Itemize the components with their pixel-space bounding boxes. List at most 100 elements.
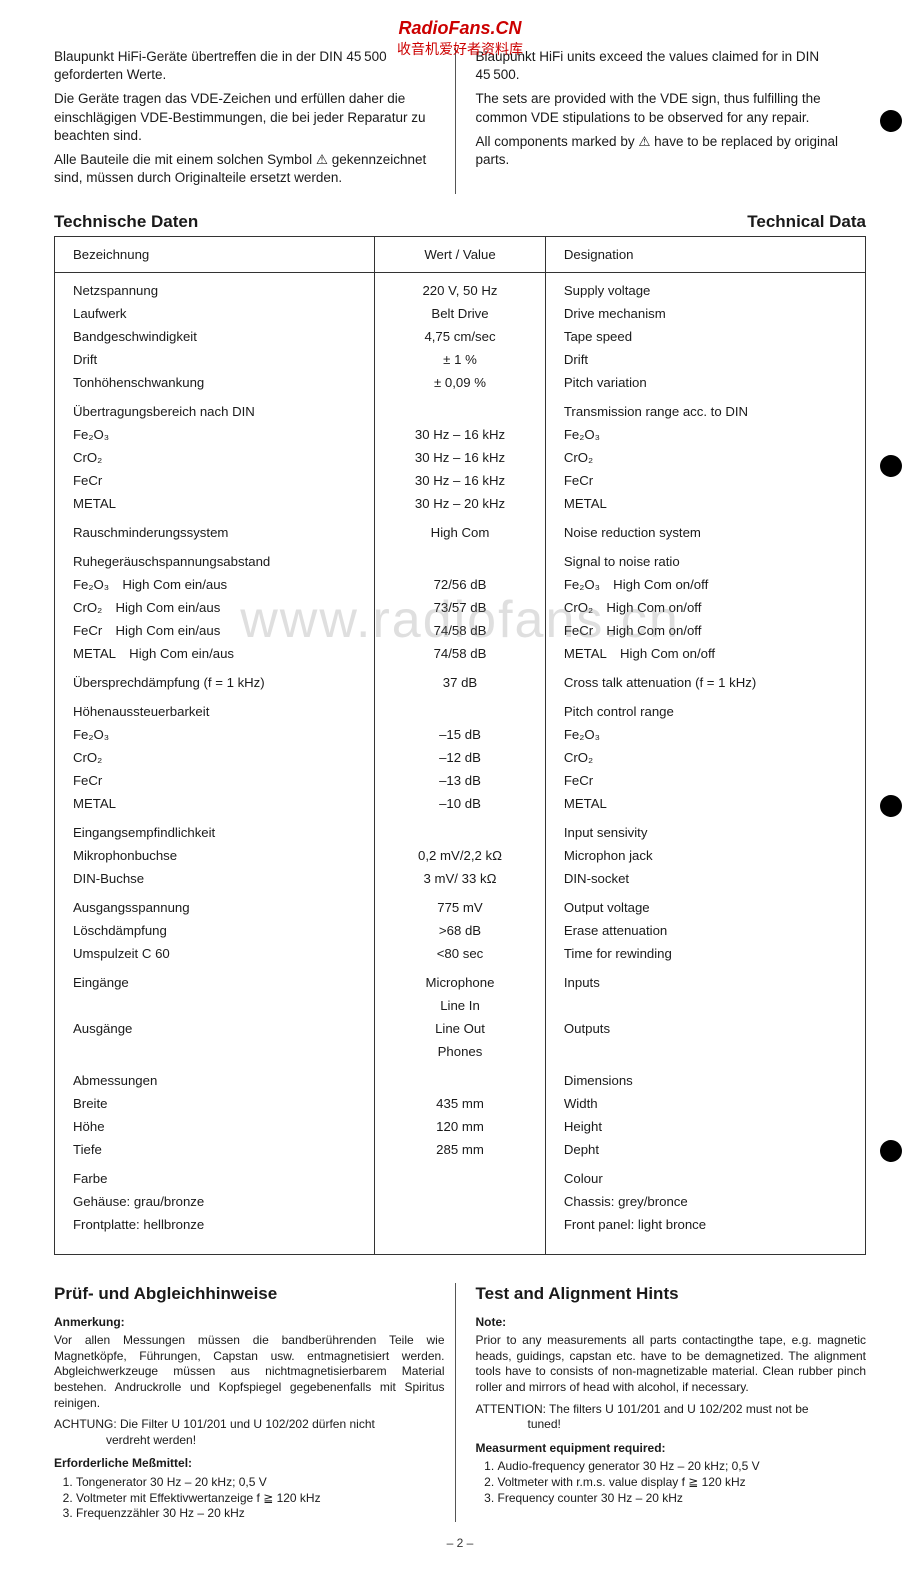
table-cell-en: Fe₂O₃ [545,423,865,446]
equipment-item: Frequency counter 30 Hz – 20 kHz [498,1491,867,1507]
intro-de-p2: Die Geräte tragen das VDE-Zeichen und er… [54,90,445,145]
watermark-line1: RadioFans.CN [0,18,920,39]
table-cell-en: Microphon jack [545,844,865,867]
intro-en-p2: The sets are provided with the VDE sign,… [476,90,867,126]
table-cell-val: 120 mm [375,1115,546,1138]
attention-de-line1: ACHTUNG: Die Filter U 101/201 und U 102/… [54,1417,375,1431]
table-cell-val: 0,2 mV/2,2 kΩ [375,844,546,867]
intro-english: Blaupunkt HiFi units exceed the values c… [476,48,867,194]
table-cell-en: Front panel: light bronce [545,1213,865,1255]
table-cell-de: CrO₂ [55,446,375,469]
table-cell-en: Supply voltage [545,272,865,302]
equipment-item: Audio-frequency generator 30 Hz – 20 kHz… [498,1459,867,1475]
table-cell-de: Drift [55,348,375,371]
intro-de-p1: Blaupunkt HiFi-Geräte übertreffen die in… [54,48,445,84]
table-cell-de: Höhe [55,1115,375,1138]
table-cell-de: Rauschminderungssystem [55,515,375,544]
table-cell-en: Cross talk attenuation (f = 1 kHz) [545,665,865,694]
table-cell-en: Pitch control range [545,694,865,723]
page-number: – 2 – [54,1536,866,1550]
attention-de-line2: verdreht werden! [54,1433,196,1447]
table-cell-en: Output voltage [545,890,865,919]
table-cell-en: CrO₂ [545,746,865,769]
table-cell-en: Fe₂O₃ [545,723,865,746]
table-cell-val: High Com [375,515,546,544]
table-cell-de: FeCr High Com ein/aus [55,619,375,642]
table-cell-de: Eingänge [55,965,375,994]
table-cell-val: 285 mm [375,1138,546,1161]
table-cell-de: Tiefe [55,1138,375,1161]
table-cell-en: Tape speed [545,325,865,348]
attention-en: ATTENTION: The filters U 101/201 and U 1… [476,1402,867,1433]
table-cell-en: Noise reduction system [545,515,865,544]
table-cell-val [375,815,546,844]
table-cell-val: 37 dB [375,665,546,694]
table-cell-en: DIN-socket [545,867,865,890]
table-cell-val: 30 Hz – 16 kHz [375,469,546,492]
table-cell-val: 74/58 dB [375,642,546,665]
punch-hole-icon [880,455,902,477]
table-cell-val: 220 V, 50 Hz [375,272,546,302]
page: RadioFans.CN 收音机爱好者资料库 www.radiofans.cn … [0,0,920,1570]
table-cell-de: Eingangsempfindlichkeit [55,815,375,844]
table-cell-de: DIN-Buchse [55,867,375,890]
table-cell-val [375,544,546,573]
note-label-en: Note: [476,1315,867,1331]
table-cell-de: Bandgeschwindigkeit [55,325,375,348]
table-header-en: Designation [545,236,865,272]
table-cell-de: Frontplatte: hellbronze [55,1213,375,1255]
table-cell-en: CrO₂ [545,446,865,469]
table-cell-de [55,1040,375,1063]
intro-en-p3: All components marked by ⚠ have to be re… [476,133,867,169]
table-cell-en: Signal to noise ratio [545,544,865,573]
section-header-de: Technische Daten [54,212,198,232]
table-cell-de: Netzspannung [55,272,375,302]
intro-columns: Blaupunkt HiFi-Geräte übertreffen die in… [54,48,866,194]
table-cell-val: Line Out [375,1017,546,1040]
note-text-en: Prior to any measurements all parts cont… [476,1333,867,1395]
table-cell-de: Breite [55,1092,375,1115]
equipment-list-de: Tongenerator 30 Hz – 20 kHz; 0,5 VVoltme… [54,1475,445,1522]
table-cell-de: CrO₂ High Com ein/aus [55,596,375,619]
equipment-label-de: Erforderliche Meßmittel: [54,1456,445,1472]
section-header-en: Technical Data [747,212,866,232]
alignment-english: Test and Alignment Hints Note: Prior to … [476,1283,867,1522]
equipment-item: Tongenerator 30 Hz – 20 kHz; 0,5 V [76,1475,445,1491]
table-cell-de: Ruhegeräuschspannungsabstand [55,544,375,573]
technical-data-table: Bezeichnung Wert / Value Designation Net… [54,236,866,1255]
table-header-val: Wert / Value [375,236,546,272]
table-cell-de: Tonhöhenschwankung [55,371,375,394]
table-cell-en: Height [545,1115,865,1138]
alignment-section: Prüf- und Abgleichhinweise Anmerkung: Vo… [54,1283,866,1522]
table-cell-de: Übersprechdämpfung (f = 1 kHz) [55,665,375,694]
table-cell-val: –10 dB [375,792,546,815]
table-cell-de: Mikrophonbuchse [55,844,375,867]
table-cell-val: 73/57 dB [375,596,546,619]
table-cell-de: Ausgänge [55,1017,375,1040]
table-cell-de: Fe₂O₃ [55,723,375,746]
table-cell-de: METAL High Com ein/aus [55,642,375,665]
table-cell-en: Drive mechanism [545,302,865,325]
table-cell-en: METAL [545,492,865,515]
punch-hole-icon [880,795,902,817]
table-cell-en: CrO₂ High Com on/off [545,596,865,619]
table-cell-de: Laufwerk [55,302,375,325]
attention-de: ACHTUNG: Die Filter U 101/201 und U 102/… [54,1417,445,1448]
punch-hole-icon [880,1140,902,1162]
table-cell-en: Drift [545,348,865,371]
intro-en-p1: Blaupunkt HiFi units exceed the values c… [476,48,867,84]
table-cell-val: –12 dB [375,746,546,769]
table-cell-en: Transmission range acc. to DIN [545,394,865,423]
table-cell-val: ± 1 % [375,348,546,371]
table-cell-val: 74/58 dB [375,619,546,642]
table-cell-val [375,1161,546,1190]
note-text-de: Vor allen Messungen müssen die bandberüh… [54,1333,445,1411]
table-cell-de: FeCr [55,769,375,792]
table-cell-en: Colour [545,1161,865,1190]
table-cell-val: 775 mV [375,890,546,919]
table-cell-en: Chassis: grey/bronce [545,1190,865,1213]
table-cell-de: METAL [55,792,375,815]
table-cell-val: >68 dB [375,919,546,942]
section-header-row: Technische Daten Technical Data [54,212,866,232]
table-cell-de: Gehäuse: grau/bronze [55,1190,375,1213]
